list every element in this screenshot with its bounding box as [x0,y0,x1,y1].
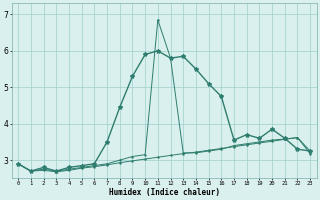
X-axis label: Humidex (Indice chaleur): Humidex (Indice chaleur) [109,188,220,197]
